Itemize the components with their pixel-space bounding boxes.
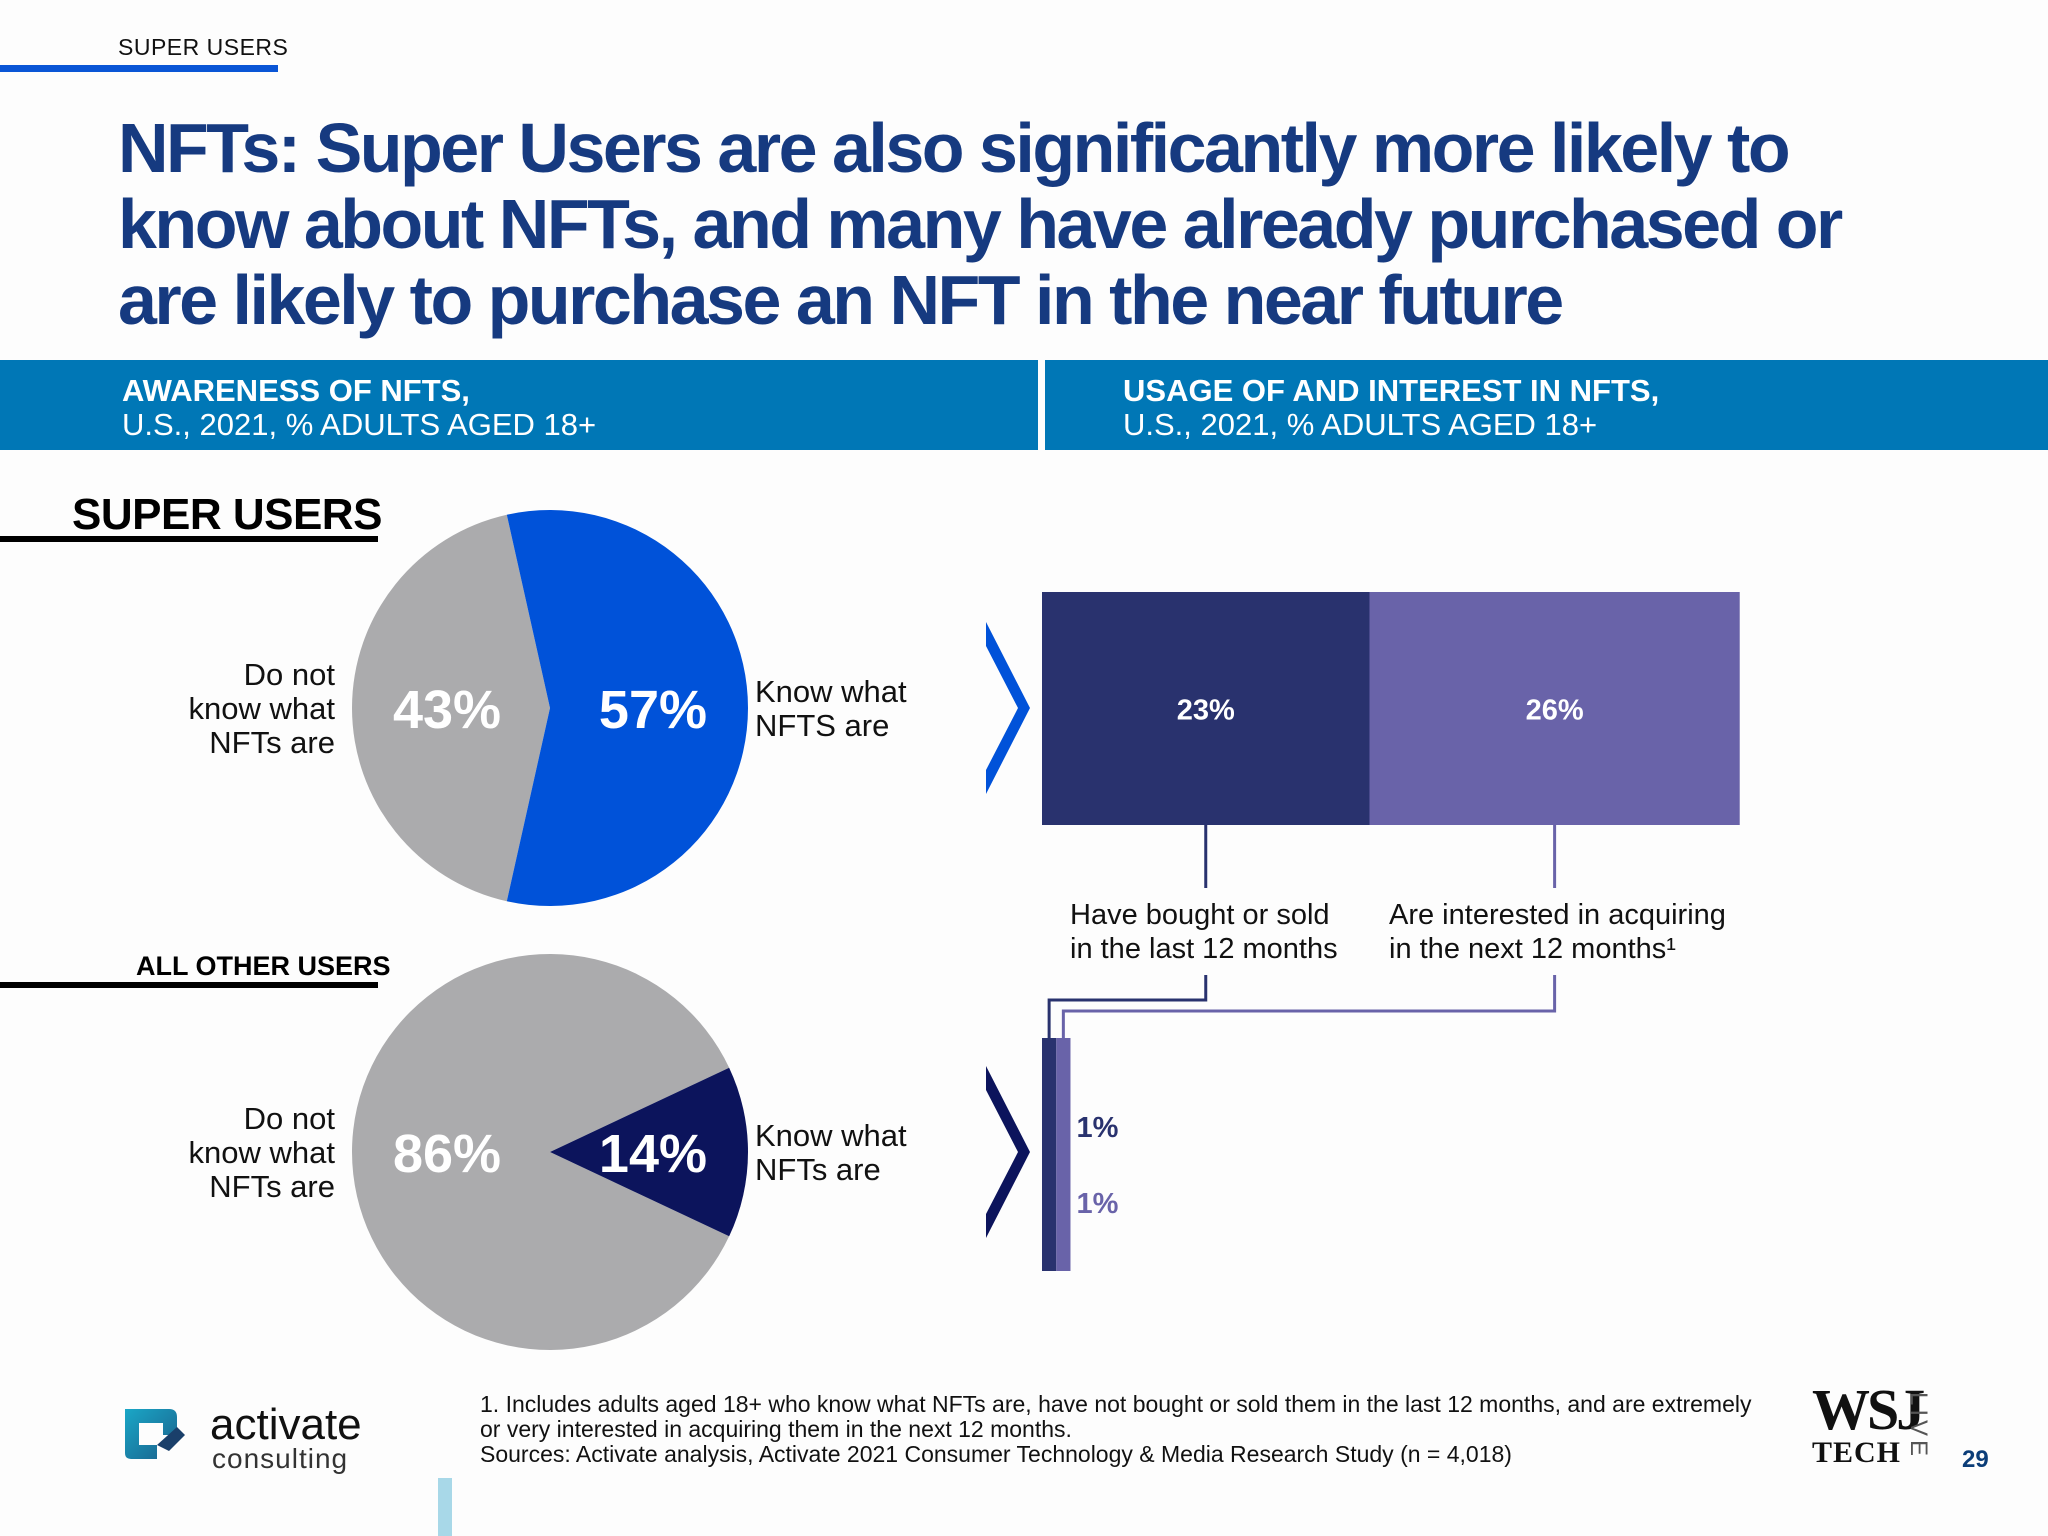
super-know-label: Know what NFTS are (755, 674, 907, 743)
super-pie-know-value: 57% (599, 680, 707, 740)
footer-accent-bar (438, 1478, 452, 1536)
activate-logo-sub: consulting (212, 1443, 349, 1474)
super-dont-know-label: Do not know what NFTs are (188, 657, 335, 760)
other-dont-know-label: Do not know what NFTs are (188, 1101, 335, 1204)
wsj-tech-logo: WSJ TECH (1812, 1377, 1925, 1469)
bar-other-bought-label: 1% (1076, 1112, 1118, 1144)
bar-other-interested (1056, 1038, 1071, 1271)
page-number: 29 (1962, 1446, 1989, 1473)
other-know-label: Know what NFTs are (755, 1118, 907, 1187)
footnote: 1. Includes adults aged 18+ who know wha… (480, 1391, 1752, 1467)
pie-all-other-users: 14% 86% (351, 954, 748, 1350)
usage-panel-title: USAGE OF AND INTEREST IN NFTS, (1123, 373, 1660, 408)
pie-super-users: 57% 43% (352, 510, 748, 907)
chevrons (986, 622, 1030, 1238)
bar-super-interested-label: 26% (1526, 695, 1584, 727)
other-pie-know-value: 14% (599, 1124, 707, 1184)
awareness-panel-title: AWARENESS OF NFTS, (122, 373, 470, 408)
usage-bars: 23% 26% 1% 1% (1042, 592, 1740, 1271)
super-pie-slice-know (506, 510, 748, 907)
other-pie-slice-dont-know (351, 954, 730, 1350)
all-other-users-rule (0, 982, 378, 988)
wsj-live-text: LIVE (1905, 1392, 1932, 1461)
super-users-label: SUPER USERS (72, 490, 382, 539)
page-title: NFTs: Super Users are also significantly… (118, 109, 1843, 339)
all-other-users-label: ALL OTHER USERS (136, 951, 391, 981)
awareness-panel-header: AWARENESS OF NFTS, U.S., 2021, % ADULTS … (0, 360, 1038, 450)
bought-caption: Have bought or sold in the last 12 months (1070, 899, 1338, 965)
bar-super-bought-label: 23% (1177, 695, 1235, 727)
section-tag: SUPER USERS (118, 34, 289, 60)
awareness-panel-subtitle: U.S., 2021, % ADULTS AGED 18+ (122, 407, 597, 442)
other-pie-slice-know (550, 1067, 748, 1237)
bar-other-bought (1042, 1038, 1057, 1271)
activate-logo-word: activate (210, 1400, 362, 1449)
section-tag-underline (0, 65, 278, 72)
bar-super-bought (1042, 592, 1370, 825)
super-users-rule (0, 536, 378, 542)
usage-panel-header: USAGE OF AND INTEREST IN NFTS, U.S., 202… (1045, 360, 2048, 450)
bar-other-interested-label: 1% (1076, 1188, 1118, 1220)
interested-caption: Are interested in acquiring in the next 1… (1389, 899, 1726, 965)
other-pie-dont-know-value: 86% (393, 1124, 501, 1184)
connector-interested-bottom (1061, 975, 1557, 1038)
super-pie-slice-dont-know (352, 514, 550, 902)
chevron-other-icon (986, 1066, 1030, 1238)
bar-super-interested (1369, 592, 1740, 825)
super-pie-dont-know-value: 43% (393, 680, 501, 740)
connector-bought-bottom (1047, 975, 1208, 1038)
chevron-super-icon (986, 622, 1030, 794)
usage-panel-subtitle: U.S., 2021, % ADULTS AGED 18+ (1123, 407, 1598, 442)
activate-logo-icon (125, 1409, 185, 1459)
